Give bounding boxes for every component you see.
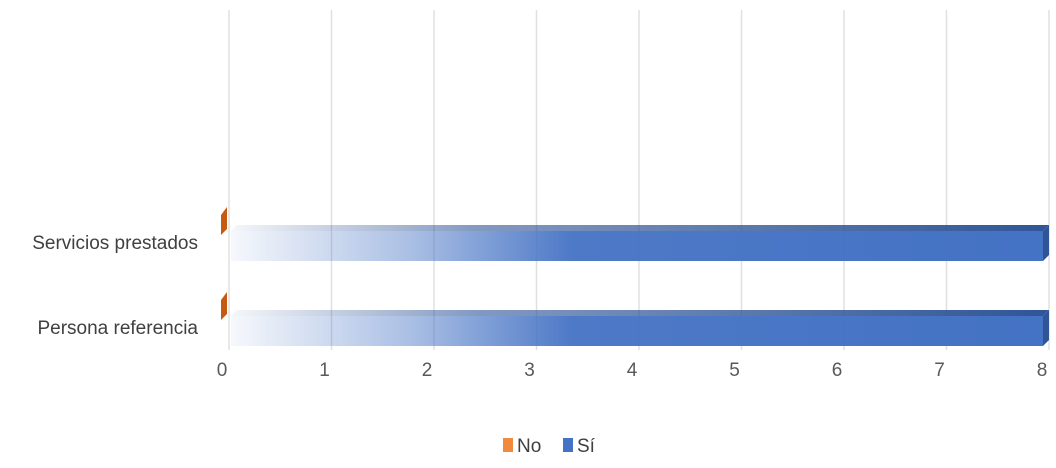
- legend-label: Sí: [577, 436, 596, 457]
- bar-si-top: [231, 225, 1049, 231]
- legend-label: No: [517, 436, 541, 457]
- x-tick-label: 2: [422, 360, 433, 381]
- x-tick-label: 1: [319, 360, 330, 381]
- bar-si-side: [1043, 225, 1049, 261]
- bar-no: [221, 207, 227, 235]
- legend-item: No: [503, 436, 541, 457]
- x-tick-label: 8: [1037, 360, 1048, 381]
- bar-si-side: [1043, 310, 1049, 346]
- bar-si-top: [231, 310, 1049, 316]
- x-tick-label: 4: [627, 360, 638, 381]
- x-tick-label: 6: [832, 360, 843, 381]
- bar-si: [231, 231, 1043, 261]
- category-label: Persona referencia: [37, 318, 198, 339]
- x-tick-label: 7: [934, 360, 945, 381]
- bar-no: [221, 292, 227, 320]
- bar-si: [231, 316, 1043, 346]
- x-tick-label: 0: [217, 360, 228, 381]
- x-tick-label: 5: [729, 360, 740, 381]
- x-tick-label: 3: [524, 360, 535, 381]
- legend-item: Sí: [563, 436, 596, 457]
- category-label: Servicios prestados: [32, 233, 198, 254]
- legend-swatch: [563, 438, 573, 452]
- legend-swatch: [503, 438, 513, 452]
